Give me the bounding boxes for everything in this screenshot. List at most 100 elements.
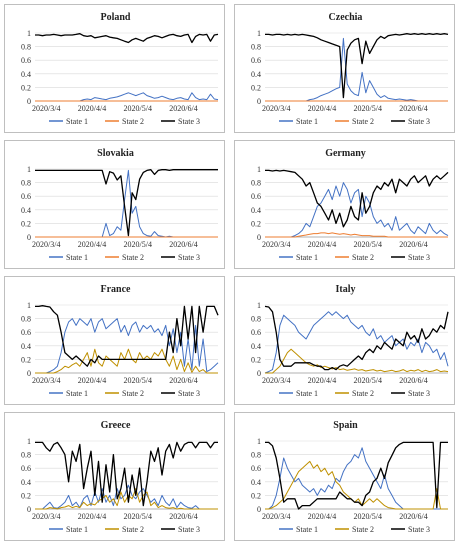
y-tick-label: 0.4 xyxy=(21,478,31,487)
chart-svg: Czechia 0 0.2 0.4 0.6 0.8 1 2020/3/4 2020/4/4 202… xyxy=(251,12,449,126)
y-tick-label: 0.6 xyxy=(251,328,261,337)
y-tick-label: 0.4 xyxy=(251,342,261,351)
y-tick-label: 0.2 xyxy=(21,219,31,228)
series-line-state-3 xyxy=(265,169,449,228)
x-tick-label: 2020/5/4 xyxy=(354,512,382,521)
x-tick-label: 2020/6/4 xyxy=(169,376,197,385)
series-line-state-1 xyxy=(35,92,219,102)
legend-label: State 1 xyxy=(296,525,318,534)
chart-title: France xyxy=(101,284,132,295)
x-tick-label: 2020/5/4 xyxy=(354,376,382,385)
chart-svg: Greece 0 0.2 0.4 0.6 0.8 1 2020/3/4 2020/4/4 2020… xyxy=(21,420,218,534)
legend-label: State 1 xyxy=(66,525,88,534)
series-line-state-3 xyxy=(264,305,449,371)
y-tick-label: 0 xyxy=(27,369,31,378)
y-tick-label: 0.6 xyxy=(251,192,261,201)
legend-label: State 1 xyxy=(66,389,88,398)
series-line-state-3 xyxy=(265,441,448,510)
y-tick-label: 0.4 xyxy=(21,342,31,351)
y-tick-label: 0.4 xyxy=(21,206,31,215)
y-tick-label: 0 xyxy=(27,97,31,106)
chart-title: Czechia xyxy=(329,12,363,23)
y-tick-label: 0.2 xyxy=(251,491,261,500)
y-tick-label: 0.8 xyxy=(21,43,31,52)
legend-label: State 2 xyxy=(352,389,374,398)
y-tick-label: 0.2 xyxy=(251,83,261,92)
x-tick-label: 2020/3/4 xyxy=(32,512,60,521)
x-tick-label: 2020/5/4 xyxy=(124,104,152,113)
legend-label: State 2 xyxy=(122,389,144,398)
legend-label: State 3 xyxy=(178,389,200,398)
y-tick-label: 0.8 xyxy=(251,43,261,52)
series-line-state-2 xyxy=(265,232,448,238)
y-tick-label: 0.4 xyxy=(251,478,261,487)
series-line-state-3 xyxy=(35,441,218,507)
y-tick-label: 0.2 xyxy=(251,219,261,228)
x-tick-label: 2020/3/4 xyxy=(262,104,290,113)
x-tick-label: 2020/4/4 xyxy=(78,240,106,249)
series-line-state-1 xyxy=(265,447,448,510)
chart-svg: France 0 0.2 0.4 0.6 0.8 1 2020/3/4 2020/4/4 2020… xyxy=(21,284,219,398)
x-tick-label: 2020/3/4 xyxy=(262,376,290,385)
x-tick-label: 2020/5/4 xyxy=(354,240,382,249)
x-tick-label: 2020/3/4 xyxy=(32,104,60,113)
y-tick-label: 0.6 xyxy=(251,56,261,65)
series-line-state-3 xyxy=(265,33,449,99)
x-tick-label: 2020/4/4 xyxy=(78,104,106,113)
legend-label: State 3 xyxy=(408,253,430,262)
x-tick-label: 2020/6/4 xyxy=(169,104,197,113)
chart-title: Slovakia xyxy=(97,148,134,159)
y-tick-label: 0.4 xyxy=(251,206,261,215)
legend-label: State 2 xyxy=(352,525,374,534)
y-tick-label: 0 xyxy=(27,233,31,242)
legend-label: State 1 xyxy=(66,117,88,126)
x-tick-label: 2020/5/4 xyxy=(124,240,152,249)
x-tick-label: 2020/6/4 xyxy=(399,376,427,385)
y-tick-label: 0.6 xyxy=(21,56,31,65)
legend-label: State 2 xyxy=(122,253,144,262)
x-tick-label: 2020/4/4 xyxy=(308,376,336,385)
chart-panel-greece: Greece 0 0.2 0.4 0.6 0.8 1 2020/3/4 2020/4/4 2020… xyxy=(4,412,225,541)
series-line-state-1 xyxy=(265,37,448,102)
y-tick-label: 0.8 xyxy=(21,451,31,460)
y-tick-label: 0.8 xyxy=(251,315,261,324)
x-tick-label: 2020/4/4 xyxy=(308,512,336,521)
y-tick-label: 0.8 xyxy=(21,315,31,324)
y-tick-label: 0.2 xyxy=(21,355,31,364)
series-line-state-2 xyxy=(35,488,218,510)
x-tick-label: 2020/5/4 xyxy=(124,512,152,521)
x-tick-label: 2020/3/4 xyxy=(32,240,60,249)
chart-svg: Slovakia 0 0.2 0.4 0.6 0.8 1 2020/3/4 2020/4/4 20… xyxy=(21,148,218,262)
legend-label: State 2 xyxy=(352,117,374,126)
legend-label: State 3 xyxy=(178,525,200,534)
y-tick-label: 0 xyxy=(257,369,261,378)
y-tick-label: 0.2 xyxy=(251,355,261,364)
series-line-state-2 xyxy=(265,460,448,510)
x-tick-label: 2020/3/4 xyxy=(262,240,290,249)
chart-svg: Poland 0 0.2 0.4 0.6 0.8 1 2020/3/4 2020/4/4 2020… xyxy=(21,12,219,126)
legend-label: State 3 xyxy=(408,117,430,126)
chart-svg: Italy 0 0.2 0.4 0.6 0.8 1 2020/3/4 2020/4/4 2020/… xyxy=(251,284,449,398)
y-tick-label: 0 xyxy=(257,97,261,106)
chart-panel-italy: Italy 0 0.2 0.4 0.6 0.8 1 2020/3/4 2020/4/4 2020/… xyxy=(234,276,455,405)
x-tick-label: 2020/4/4 xyxy=(78,376,106,385)
x-tick-label: 2020/5/4 xyxy=(354,104,382,113)
legend-label: State 3 xyxy=(178,253,200,262)
y-tick-label: 0 xyxy=(27,505,31,514)
chart-panel-slovakia: Slovakia 0 0.2 0.4 0.6 0.8 1 2020/3/4 2020/4/4 20… xyxy=(4,140,225,269)
legend-label: State 2 xyxy=(352,253,374,262)
chart-title: Spain xyxy=(333,420,358,431)
legend-label: State 1 xyxy=(296,253,318,262)
y-tick-label: 1 xyxy=(27,29,31,38)
y-tick-label: 1 xyxy=(257,437,261,446)
legend-label: State 3 xyxy=(408,525,430,534)
x-tick-label: 2020/4/4 xyxy=(308,104,336,113)
x-tick-label: 2020/3/4 xyxy=(32,376,60,385)
y-tick-label: 0 xyxy=(257,233,261,242)
series-line-state-3 xyxy=(35,305,219,367)
chart-panel-spain: Spain 0 0.2 0.4 0.6 0.8 1 2020/3/4 2020/4/4 2020/… xyxy=(234,412,455,541)
y-tick-label: 0.2 xyxy=(21,83,31,92)
y-tick-label: 0.8 xyxy=(251,179,261,188)
chart-title: Germany xyxy=(325,148,366,159)
